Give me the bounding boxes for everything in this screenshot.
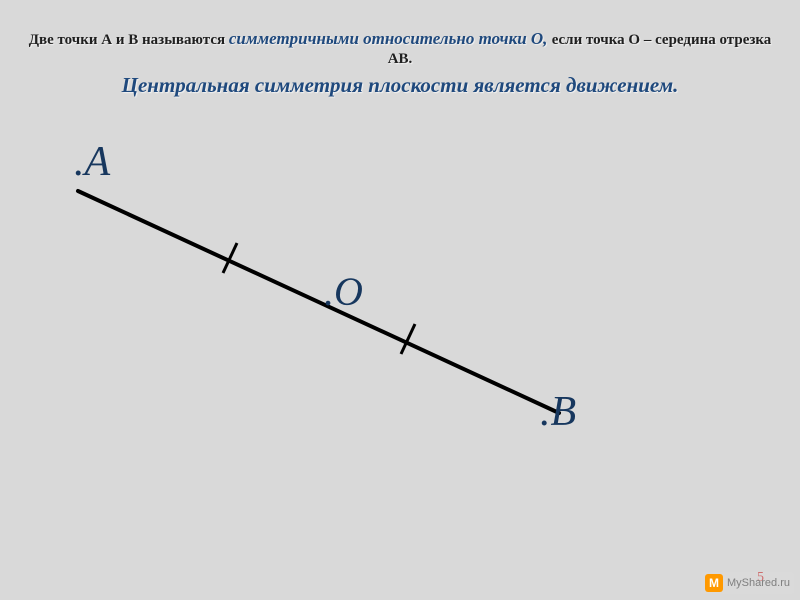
- geometry-diagram: [0, 0, 800, 600]
- watermark-logo-icon: M: [705, 574, 723, 592]
- watermark-text: MyShared.ru: [727, 577, 790, 589]
- point-label-o: .О: [324, 268, 363, 315]
- slide: Две точки А и В называются симметричными…: [0, 0, 800, 600]
- segment-ab: [78, 191, 559, 413]
- point-label-a: .А: [74, 138, 110, 186]
- point-label-b: .В: [540, 388, 576, 436]
- watermark: M MyShared.ru: [701, 572, 794, 594]
